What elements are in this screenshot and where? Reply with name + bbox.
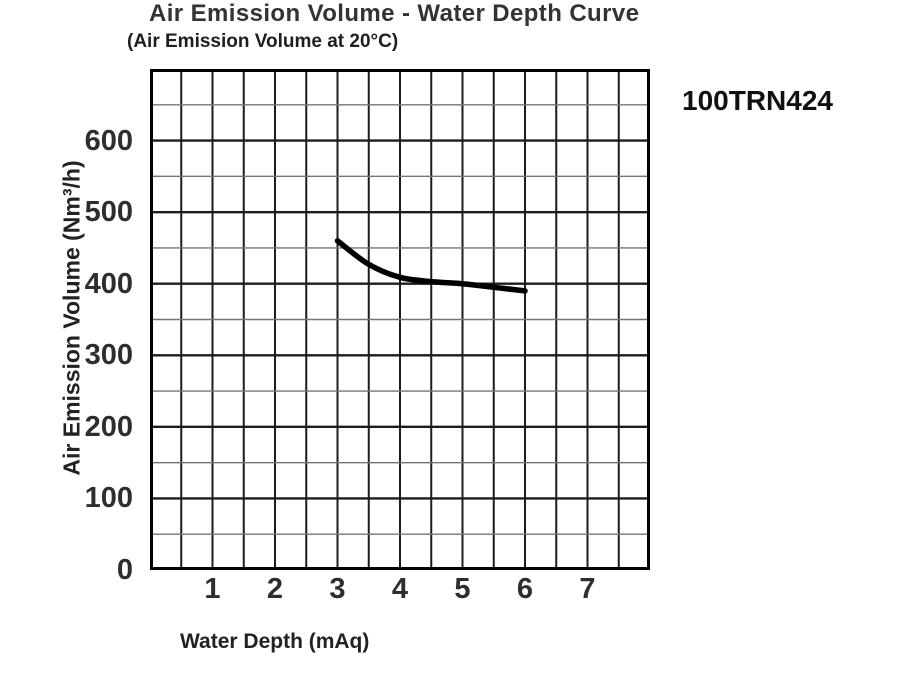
y-tick-label: 200 (84, 410, 133, 443)
chart-canvas (150, 69, 650, 570)
x-tick-label: 4 (391, 573, 409, 605)
x-tick-label: 5 (454, 573, 471, 605)
series-curve (334, 238, 528, 294)
y-tick-label: 0 (116, 554, 133, 586)
x-tick-label: 3 (329, 573, 346, 605)
chart-title: Air Emission Volume - Water Depth Curve (149, 0, 640, 27)
y-tick-label: 400 (84, 267, 133, 300)
y-tick-label: 300 (84, 339, 133, 372)
y-tick-label: 600 (84, 124, 133, 157)
chart-subtitle: (Air Emission Volume at 20°C) (127, 31, 399, 52)
x-tick-label: 6 (516, 573, 534, 605)
y-tick-label: 100 (84, 482, 133, 515)
y-tick-label: 500 (84, 196, 133, 229)
x-tick-label: 1 (204, 573, 221, 605)
model-label: 100TRN424 (682, 85, 833, 116)
x-axis-title: Water Depth (mAq) (180, 630, 370, 653)
plot-area (150, 69, 650, 570)
x-tick-label: 2 (266, 573, 284, 605)
x-tick-label: 7 (579, 573, 596, 605)
